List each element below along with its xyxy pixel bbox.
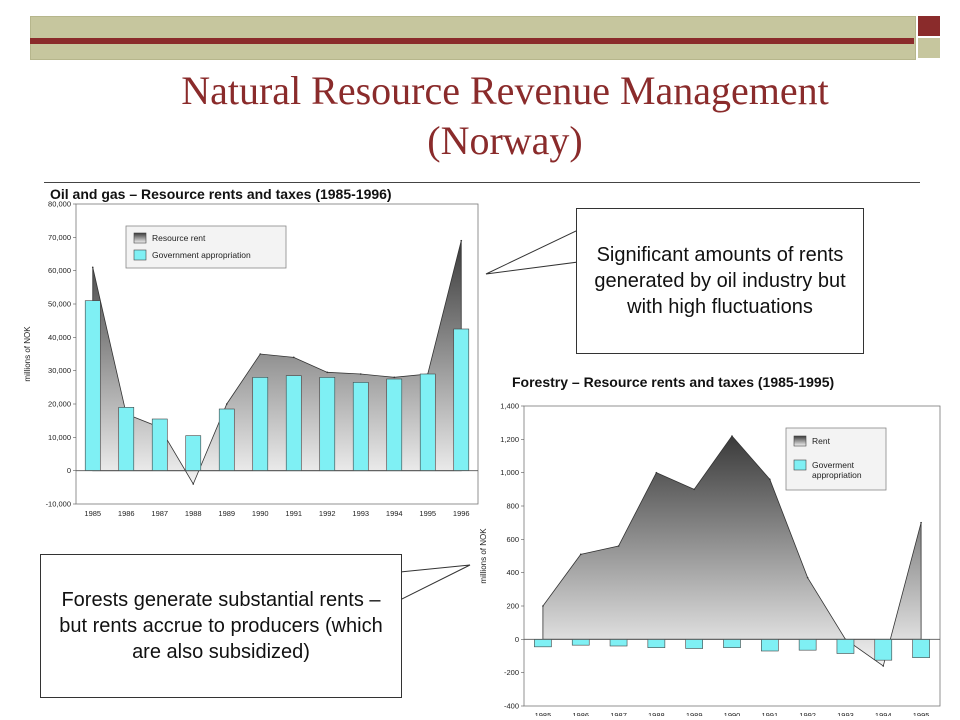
- forest-rent-point: [655, 471, 658, 474]
- forest-xtick-label: 1990: [724, 711, 741, 716]
- forest-rent-point: [882, 665, 885, 667]
- forest-xtick-label: 1992: [799, 711, 816, 716]
- forest-rent-area: [542, 435, 922, 667]
- forest-ytick-label: 1,000: [500, 468, 519, 477]
- forest-rent-point: [542, 605, 544, 607]
- forest-rent-point: [579, 553, 582, 556]
- forest-legend-gov-swatch: [793, 459, 807, 471]
- forest-ytick-label: 600: [506, 535, 519, 544]
- oil-chart-title: Oil and gas – Resource rents and taxes (…: [50, 186, 392, 202]
- oil-legend-rent-label: Resource rent: [152, 233, 206, 243]
- forest-xtick-label: 1987: [610, 711, 627, 716]
- oil-rent-point: [192, 483, 195, 485]
- oil-ytick-label: 50,000: [48, 300, 71, 309]
- oil-ytick-label: 10,000: [48, 433, 71, 442]
- header-corner-square: [918, 16, 940, 36]
- forest-callout-pointer: [399, 564, 471, 601]
- oil-legend-gov-label: Government appropriation: [152, 250, 251, 260]
- oil-rent-point: [225, 403, 228, 405]
- oil-xtick-label: 1994: [386, 509, 403, 518]
- forest-ytick-label: 1,200: [500, 435, 519, 444]
- forest-xtick-label: 1991: [761, 711, 778, 716]
- forest-rent-point: [693, 488, 695, 491]
- oil-xtick-label: 1992: [319, 509, 336, 518]
- forest-xtick-label: 1989: [686, 711, 703, 716]
- oil-ytick-label: -10,000: [46, 500, 71, 509]
- oil-xtick-label: 1988: [185, 509, 202, 518]
- forest-chart-title: Forestry – Resource rents and taxes (198…: [512, 374, 835, 390]
- oil-xtick-label: 1986: [118, 509, 135, 518]
- forest-ytick-label: 0: [515, 635, 519, 644]
- oil-xtick-label: 1990: [252, 509, 269, 518]
- oil-xtick-label: 1991: [285, 509, 302, 518]
- forest-legend-gov-label: Goverment appropriation: [812, 460, 862, 480]
- oil-rent-point: [393, 376, 396, 379]
- oil-callout-pointer: [485, 229, 579, 275]
- forest-rent-point: [731, 435, 733, 437]
- forest-xtick-label: 1988: [648, 711, 665, 716]
- oil-chart: -10,000 0 10,000 20,000 30,000 40,000 50,000 60…: [23, 200, 479, 518]
- oil-xtick-label: 1995: [419, 509, 436, 518]
- forest-xtick-label: 1994: [875, 711, 892, 716]
- oil-ytick-label: 60,000: [48, 266, 71, 275]
- forest-xtick-label: 1985: [535, 711, 552, 716]
- oil-ytick-label: 40,000: [48, 333, 71, 342]
- oil-xtick-label: 1993: [352, 509, 369, 518]
- forest-callout: Forests generate substantial rents – but…: [40, 554, 402, 698]
- oil-ytick-label: 80,000: [48, 200, 71, 209]
- forest-legend-rent-swatch: [793, 435, 807, 447]
- oil-y-axis-label: millions of NOK: [23, 326, 32, 382]
- slide-title: Natural Resource Revenue Management (Nor…: [181, 68, 829, 163]
- oil-ytick-label: 20,000: [48, 400, 71, 409]
- oil-legend-gov-swatch: [133, 249, 147, 261]
- oil-xtick-label: 1985: [84, 509, 101, 518]
- forest-ytick-label: 200: [506, 602, 519, 611]
- oil-xtick-label: 1987: [151, 509, 168, 518]
- oil-ytick-label: 30,000: [48, 366, 71, 375]
- forest-rent-point: [920, 521, 922, 524]
- title-divider: [44, 182, 920, 183]
- forest-xtick-label: 1993: [837, 711, 854, 716]
- forest-y-axis-label: millions of NOK: [479, 528, 488, 584]
- oil-xtick-label: 1996: [453, 509, 470, 518]
- forest-xtick-label: 1995: [913, 711, 930, 716]
- oil-rent-point: [292, 356, 295, 359]
- forest-chart: -400 -200 0 200 400 600 800 1,000 1,200 1,400 1985…: [479, 402, 941, 716]
- forest-rent-point: [617, 545, 620, 547]
- forest-ytick-label: 800: [506, 502, 519, 511]
- oil-callout: Significant amounts of rents generated b…: [576, 208, 864, 354]
- forest-rent-point: [806, 576, 809, 579]
- oil-rent-point: [259, 353, 262, 355]
- oil-ytick-label: 70,000: [48, 233, 71, 242]
- oil-rent-point: [359, 373, 362, 375]
- oil-rent-point: [326, 371, 329, 374]
- forest-xtick-label: 1986: [572, 711, 589, 716]
- oil-legend: Resource rent Government appropriation: [125, 225, 287, 269]
- forest-legend: Rent Goverment appropriation: [785, 427, 887, 491]
- header-band: [30, 38, 914, 44]
- header-corner-square-light: [918, 38, 940, 58]
- oil-ytick-label: 0: [67, 466, 71, 475]
- oil-rent-point: [91, 266, 94, 269]
- forest-ytick-label: 400: [506, 568, 519, 577]
- oil-legend-rent-swatch: [133, 232, 147, 244]
- forest-ytick-label: 1,400: [500, 402, 519, 411]
- forest-ytick-label: -200: [504, 668, 519, 677]
- forest-ytick-label: -400: [504, 702, 519, 711]
- forest-legend-rent-label: Rent: [812, 436, 831, 446]
- forest-rent-point: [769, 478, 771, 481]
- oil-xtick-label: 1989: [218, 509, 235, 518]
- oil-rent-point: [460, 239, 463, 242]
